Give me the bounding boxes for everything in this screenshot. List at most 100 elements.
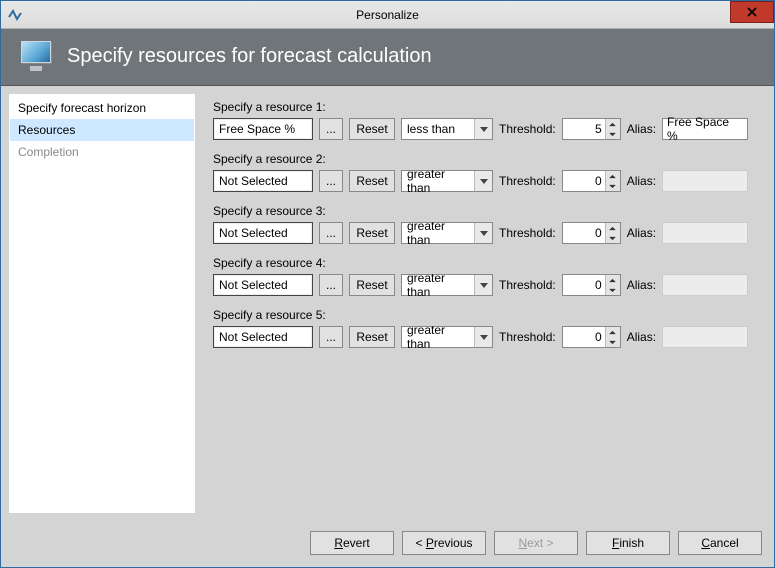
alias-field[interactable] — [662, 326, 748, 348]
spinner-down[interactable] — [606, 129, 620, 139]
threshold-label: Threshold: — [499, 226, 556, 240]
resource-block-5: Specify a resource 5: Not Selected ... R… — [213, 308, 762, 348]
alias-field[interactable] — [662, 222, 748, 244]
threshold-input[interactable] — [563, 171, 605, 191]
body: Specify forecast horizon Resources Compl… — [1, 86, 774, 521]
resource-selector[interactable]: Not Selected — [213, 170, 313, 192]
chevron-down-icon — [474, 275, 492, 295]
chevron-down-icon — [474, 171, 492, 191]
alias-field[interactable] — [662, 274, 748, 296]
reset-button[interactable]: Reset — [349, 326, 395, 348]
sidebar-item-resources[interactable]: Resources — [10, 119, 194, 141]
comparison-value: greater than — [402, 167, 474, 195]
alias-field[interactable] — [662, 170, 748, 192]
comparison-select[interactable]: greater than — [401, 274, 493, 296]
comparison-select[interactable]: greater than — [401, 222, 493, 244]
threshold-label: Threshold: — [499, 122, 556, 136]
sidebar-item-completion[interactable]: Completion — [10, 141, 194, 163]
resource-block-3: Specify a resource 3: Not Selected ... R… — [213, 204, 762, 244]
resource-label: Specify a resource 3: — [213, 204, 762, 218]
spinner-down[interactable] — [606, 181, 620, 191]
comparison-select[interactable]: greater than — [401, 170, 493, 192]
threshold-label: Threshold: — [499, 174, 556, 188]
sidebar-item-horizon[interactable]: Specify forecast horizon — [10, 97, 194, 119]
header-title: Specify resources for forecast calculati… — [67, 45, 432, 68]
comparison-select[interactable]: greater than — [401, 326, 493, 348]
resource-block-4: Specify a resource 4: Not Selected ... R… — [213, 256, 762, 296]
threshold-input[interactable] — [563, 327, 605, 347]
browse-button[interactable]: ... — [319, 118, 343, 140]
resource-label: Specify a resource 5: — [213, 308, 762, 322]
spinner-up[interactable] — [606, 275, 620, 285]
alias-label: Alias: — [627, 122, 656, 136]
titlebar: Personalize — [1, 1, 774, 29]
threshold-label: Threshold: — [499, 330, 556, 344]
spinner-up[interactable] — [606, 327, 620, 337]
previous-button[interactable]: < Previous — [402, 531, 486, 555]
browse-button[interactable]: ... — [319, 274, 343, 296]
close-button[interactable] — [730, 1, 774, 23]
alias-field[interactable]: Free Space % — [662, 118, 748, 140]
comparison-value: less than — [402, 122, 474, 136]
browse-button[interactable]: ... — [319, 326, 343, 348]
threshold-spinner[interactable] — [562, 274, 621, 296]
spinner-up[interactable] — [606, 223, 620, 233]
alias-label: Alias: — [627, 278, 656, 292]
resource-label: Specify a resource 2: — [213, 152, 762, 166]
chevron-down-icon — [474, 223, 492, 243]
revert-button[interactable]: Revert — [310, 531, 394, 555]
browse-button[interactable]: ... — [319, 222, 343, 244]
header-band: Specify resources for forecast calculati… — [1, 29, 774, 86]
resource-block-2: Specify a resource 2: Not Selected ... R… — [213, 152, 762, 192]
resource-row: Not Selected ... Reset greater than Thre… — [213, 222, 762, 244]
spinner-down[interactable] — [606, 233, 620, 243]
resource-row: Free Space % ... Reset less than Thresho… — [213, 118, 762, 140]
sidebar: Specify forecast horizon Resources Compl… — [9, 94, 195, 513]
resource-selector[interactable]: Not Selected — [213, 326, 313, 348]
resource-row: Not Selected ... Reset greater than Thre… — [213, 170, 762, 192]
alias-label: Alias: — [627, 226, 656, 240]
resource-label: Specify a resource 4: — [213, 256, 762, 270]
comparison-value: greater than — [402, 323, 474, 351]
resource-selector[interactable]: Free Space % — [213, 118, 313, 140]
comparison-value: greater than — [402, 219, 474, 247]
comparison-value: greater than — [402, 271, 474, 299]
resource-label: Specify a resource 1: — [213, 100, 762, 114]
finish-button[interactable]: Finish — [586, 531, 670, 555]
threshold-input[interactable] — [563, 275, 605, 295]
footer: Revert < Previous Next > Finish Cancel — [1, 521, 774, 567]
next-button[interactable]: Next > — [494, 531, 578, 555]
main-panel: Specify a resource 1: Free Space % ... R… — [203, 94, 766, 513]
app-icon — [7, 7, 23, 23]
threshold-input[interactable] — [563, 119, 605, 139]
resource-row: Not Selected ... Reset greater than Thre… — [213, 274, 762, 296]
resource-block-1: Specify a resource 1: Free Space % ... R… — [213, 100, 762, 140]
reset-button[interactable]: Reset — [349, 274, 395, 296]
threshold-spinner[interactable] — [562, 118, 621, 140]
alias-label: Alias: — [627, 174, 656, 188]
chevron-down-icon — [474, 119, 492, 139]
spinner-down[interactable] — [606, 285, 620, 295]
alias-label: Alias: — [627, 330, 656, 344]
personalize-window: Personalize Specify resources for foreca… — [0, 0, 775, 568]
threshold-spinner[interactable] — [562, 222, 621, 244]
resource-row: Not Selected ... Reset greater than Thre… — [213, 326, 762, 348]
window-title: Personalize — [356, 8, 419, 22]
chevron-down-icon — [474, 327, 492, 347]
threshold-label: Threshold: — [499, 278, 556, 292]
browse-button[interactable]: ... — [319, 170, 343, 192]
threshold-spinner[interactable] — [562, 326, 621, 348]
reset-button[interactable]: Reset — [349, 118, 395, 140]
reset-button[interactable]: Reset — [349, 170, 395, 192]
reset-button[interactable]: Reset — [349, 222, 395, 244]
spinner-down[interactable] — [606, 337, 620, 347]
spinner-up[interactable] — [606, 171, 620, 181]
resource-selector[interactable]: Not Selected — [213, 222, 313, 244]
spinner-up[interactable] — [606, 119, 620, 129]
cancel-button[interactable]: Cancel — [678, 531, 762, 555]
threshold-spinner[interactable] — [562, 170, 621, 192]
threshold-input[interactable] — [563, 223, 605, 243]
monitor-icon — [19, 41, 53, 71]
resource-selector[interactable]: Not Selected — [213, 274, 313, 296]
comparison-select[interactable]: less than — [401, 118, 493, 140]
